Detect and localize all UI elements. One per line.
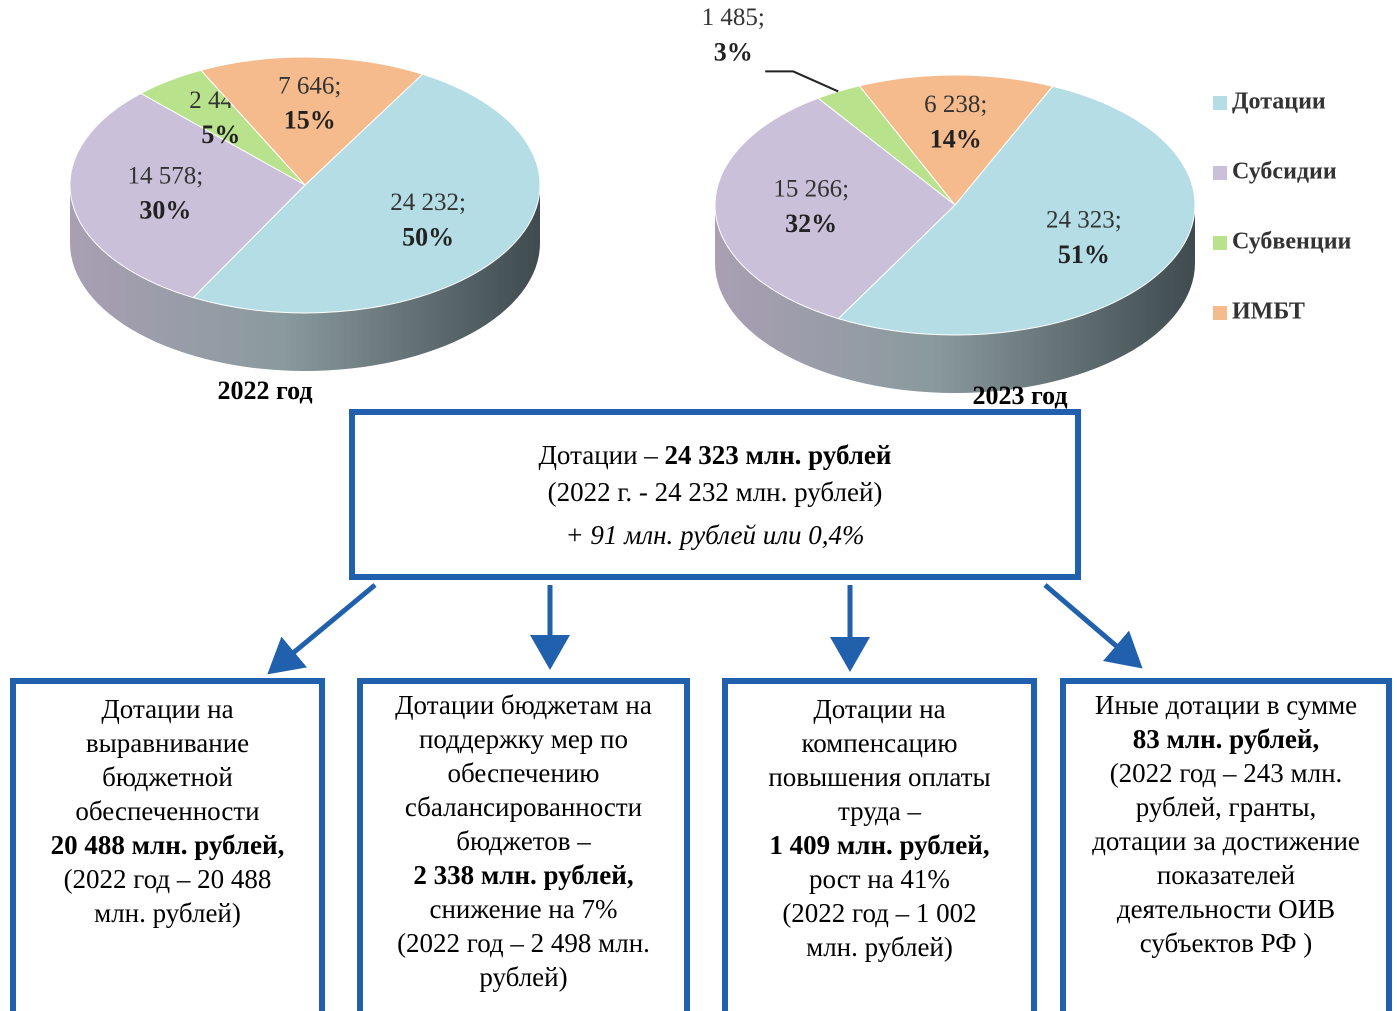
legend-swatch: [1213, 306, 1227, 320]
box-line: деятельности ОИВ: [1117, 894, 1335, 924]
box-line: снижение на 7%: [430, 894, 618, 924]
legend-label: Субсидии: [1232, 159, 1337, 185]
box-line: 20 488 млн. рублей,: [51, 830, 285, 860]
box-line: (2022 год – 243 млн.: [1110, 758, 1343, 788]
sub-box: [357, 678, 690, 1011]
box-line: труда –: [838, 796, 922, 826]
value-label: 7 646;: [278, 72, 341, 99]
box-line: субъектов РФ ): [1140, 928, 1313, 958]
box-line: (2022 год – 2 498 млн.: [397, 928, 650, 958]
pie-slice: [837, 85, 1196, 336]
box-line: 83 млн. рублей,: [1133, 724, 1319, 754]
box-line: 1 409 млн. рублей,: [769, 830, 989, 860]
percent-label: 5%: [201, 120, 240, 149]
box-line: млн. рублей): [94, 898, 241, 928]
main-line: Дотации – 24 323 млн. рублей: [539, 440, 892, 470]
percent-label: 30%: [139, 196, 191, 225]
box-line: Дотации на: [101, 694, 233, 724]
pie-side: [70, 185, 540, 371]
box-line: компенсацию: [801, 728, 957, 758]
main-line: + 91 млн. рублей или 0,4%: [565, 520, 864, 550]
value-label: 1 485;: [702, 4, 765, 31]
value-label: 24 323;: [1046, 207, 1122, 234]
pie-side: [715, 205, 1195, 393]
legend-label: Субвенции: [1232, 229, 1352, 255]
box-line: обеспеченности: [75, 796, 259, 826]
leader-line: [765, 70, 839, 93]
box-line: сбалансированности: [405, 792, 642, 822]
legend-swatch: [1213, 96, 1227, 110]
pie-slice: [192, 73, 541, 314]
arrow: [267, 583, 377, 675]
legend-label: Дотации: [1232, 89, 1326, 115]
arrows: [267, 583, 1143, 675]
value-label: 24 232;: [390, 189, 466, 216]
box-line: рублей): [479, 962, 567, 992]
box-line: поддержку мер по: [419, 724, 628, 754]
percent-label: 3%: [714, 37, 753, 66]
main-text: Дотации –: [539, 440, 665, 470]
box-line: (2022 год – 1 002: [782, 898, 976, 928]
box-line: показателей: [1157, 860, 1295, 890]
chart-title: 2023 год: [972, 381, 1067, 410]
box-line: повышения оплаты: [768, 762, 990, 792]
box-line: Дотации на: [813, 694, 945, 724]
sub-box: [1060, 678, 1392, 1011]
percent-label: 32%: [785, 209, 837, 238]
box-line: дотации за достижение: [1092, 826, 1360, 856]
box-line: 2 338 млн. рублей,: [413, 860, 633, 890]
main-amount: 24 323 млн. рублей: [665, 440, 892, 470]
percent-label: 15%: [284, 106, 336, 135]
box-line: бюджетной: [102, 762, 233, 792]
arrow: [1043, 583, 1143, 669]
pie-slice: [200, 56, 424, 186]
legend-label: ИМБТ: [1232, 299, 1305, 325]
box-line: Иные дотации в сумме: [1095, 690, 1357, 720]
value-label: 14 578;: [128, 162, 204, 189]
pie-slice: [714, 97, 956, 320]
box-line: Дотации бюджетам на: [395, 690, 652, 720]
box-line: бюджетов –: [456, 826, 591, 856]
value-label: 15 266;: [773, 176, 849, 203]
chart-title: 2022 год: [217, 376, 312, 405]
box-line: млн. рублей): [806, 932, 953, 962]
legend-swatch: [1213, 236, 1227, 250]
box-line: рублей, гранты,: [1136, 792, 1316, 822]
legend-swatch: [1213, 166, 1227, 180]
sub-box: [722, 678, 1037, 1011]
percent-label: 50%: [402, 222, 454, 251]
sub-box: [10, 678, 325, 1011]
pie-slice: [858, 74, 1054, 206]
box-line: рост на 41%: [809, 864, 950, 894]
box-line: выравнивание: [86, 728, 249, 758]
box-line: (2022 год – 20 488: [64, 864, 272, 894]
pie-slice: [69, 92, 306, 299]
percent-label: 14%: [930, 124, 982, 153]
percent-label: 51%: [1058, 240, 1110, 269]
value-label: 6 238;: [924, 91, 987, 118]
main-box: [349, 409, 1081, 580]
box-line: обеспечению: [448, 758, 600, 788]
main-line: (2022 г. - 24 232 млн. рублей): [548, 477, 883, 507]
